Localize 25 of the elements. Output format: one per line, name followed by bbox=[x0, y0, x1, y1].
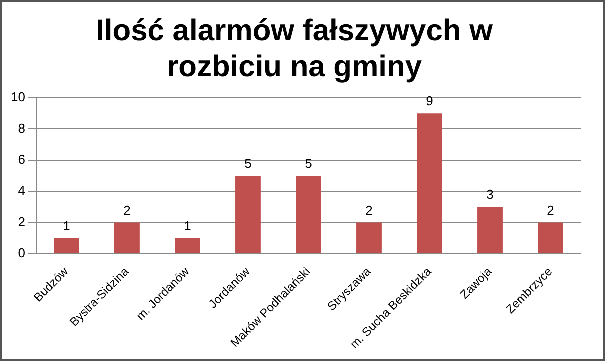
bar bbox=[114, 222, 140, 254]
y-tick-label: 4 bbox=[18, 183, 26, 198]
bar bbox=[538, 222, 564, 254]
bar bbox=[356, 222, 382, 254]
y-tick-label: 2 bbox=[18, 214, 26, 230]
chart-title: Ilość alarmów fałszywych w rozbiciu na gminy bbox=[96, 14, 494, 84]
data-label: 3 bbox=[486, 187, 494, 202]
data-label: 2 bbox=[124, 202, 131, 218]
data-label: 9 bbox=[426, 94, 434, 109]
y-tick-label: 10 bbox=[10, 90, 26, 105]
data-label: 1 bbox=[184, 218, 192, 234]
y-tick-label: 8 bbox=[18, 120, 26, 136]
bar bbox=[54, 238, 80, 254]
data-label: 5 bbox=[305, 156, 312, 172]
data-label: 2 bbox=[366, 202, 373, 218]
y-tick-label: 6 bbox=[18, 152, 26, 167]
data-label: 5 bbox=[244, 156, 252, 172]
bar bbox=[236, 176, 261, 254]
bar bbox=[417, 114, 442, 254]
y-tick-label: 0 bbox=[18, 246, 26, 261]
data-label: 1 bbox=[63, 218, 70, 234]
bar bbox=[175, 238, 200, 254]
data-label: 2 bbox=[547, 202, 554, 218]
bar bbox=[478, 207, 503, 254]
bar bbox=[296, 176, 322, 254]
